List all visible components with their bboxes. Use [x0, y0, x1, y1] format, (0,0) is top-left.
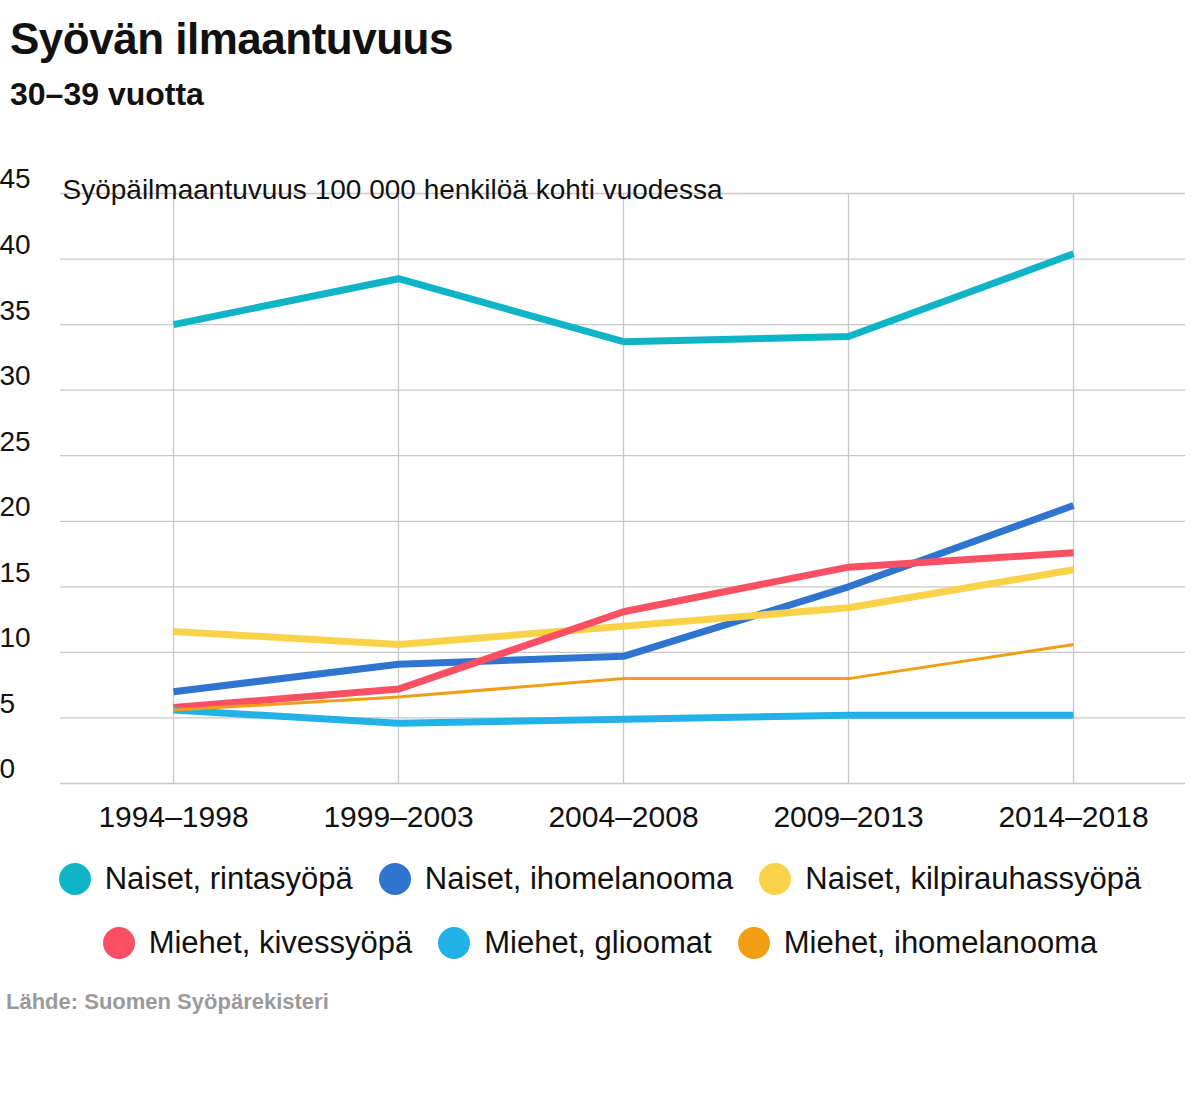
html-text:Lähde: Suomen Syöpärekisteri: Lähde: Suomen Syöpärekisteri	[6, 989, 329, 1014]
svg-text:2004–2008: 2004–2008	[548, 800, 698, 833]
svg-text:20: 20	[0, 491, 31, 522]
svg-text:15: 15	[0, 557, 31, 588]
html-text:Naiset, kilpirauhassyöpä: Naiset, kilpirauhassyöpä	[805, 861, 1142, 896]
html-text:Syövän ilmaantuvuus: Syövän ilmaantuvuus	[10, 14, 453, 63]
svg-text:35: 35	[0, 295, 31, 326]
svg-text:1994–1998: 1994–1998	[98, 800, 248, 833]
svg-text:2009–2013: 2009–2013	[773, 800, 923, 833]
html-text:Naiset, rintasyöpä: Naiset, rintasyöpä	[104, 861, 353, 896]
svg-text:5: 5	[0, 688, 15, 719]
svg-text:Syöpäilmaantuvuus 100 000 henk: Syöpäilmaantuvuus 100 000 henkilöä kohti…	[63, 174, 723, 205]
svg-text:45: 45	[0, 163, 31, 194]
html-text:Miehet, kivessyöpä: Miehet, kivessyöpä	[148, 925, 413, 960]
svg-text:10: 10	[0, 622, 31, 653]
svg-text:40: 40	[0, 229, 31, 260]
svg-text:25: 25	[0, 426, 31, 457]
html-text:Naiset, ihomelanooma: Naiset, ihomelanooma	[424, 861, 734, 896]
svg-text:1999–2003: 1999–2003	[323, 800, 473, 833]
html-text:Miehet, glioomat: Miehet, glioomat	[484, 925, 712, 960]
svg-text:2014–2018: 2014–2018	[998, 800, 1148, 833]
html-text:30–39 vuotta: 30–39 vuotta	[10, 76, 204, 112]
html-text:Miehet, ihomelanooma: Miehet, ihomelanooma	[783, 925, 1098, 960]
svg-text:30: 30	[0, 360, 31, 391]
svg-text:0: 0	[0, 753, 15, 784]
